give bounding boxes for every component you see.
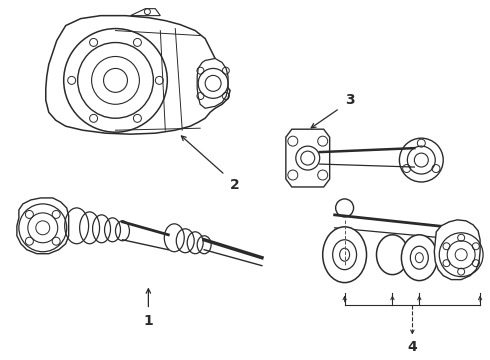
- Polygon shape: [286, 129, 330, 187]
- Polygon shape: [197, 58, 228, 108]
- Ellipse shape: [323, 227, 367, 283]
- Polygon shape: [17, 198, 69, 254]
- Text: 4: 4: [408, 340, 417, 354]
- Polygon shape: [46, 15, 230, 134]
- Text: 2: 2: [230, 178, 240, 192]
- Text: 3: 3: [345, 93, 354, 107]
- Ellipse shape: [401, 235, 437, 280]
- Polygon shape: [130, 9, 160, 15]
- Text: 1: 1: [144, 314, 153, 328]
- Polygon shape: [434, 220, 480, 280]
